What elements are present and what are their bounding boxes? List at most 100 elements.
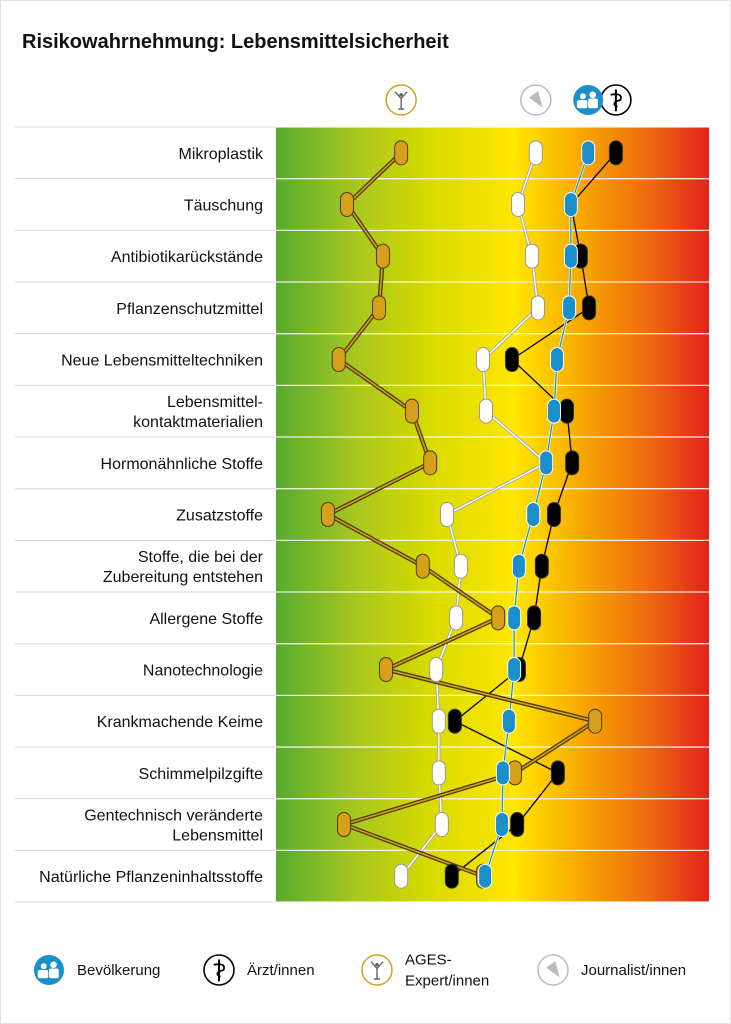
marker-bevoelkerung xyxy=(495,760,510,786)
legend-label: AGES- xyxy=(405,952,452,969)
category-label: Krankmachende Keime xyxy=(97,714,263,731)
category-label: Pflanzenschutzmittel xyxy=(116,301,263,318)
category-label: Neue Lebensmitteltechniken xyxy=(61,353,263,370)
category-label: Lebensmittel- xyxy=(167,394,263,411)
marker-aerzte xyxy=(565,450,580,476)
marker-ages xyxy=(378,657,393,683)
category-label: Mikroplastik xyxy=(179,146,264,163)
marker-aerzte xyxy=(504,347,519,373)
marker-ages xyxy=(423,450,438,476)
marker-bevoelkerung xyxy=(501,708,516,734)
marker-ages xyxy=(336,812,351,838)
people-icon xyxy=(34,955,64,985)
category-label: Natürliche Pflanzeninhaltsstoffe xyxy=(39,869,263,886)
marker-aerzte xyxy=(546,502,561,528)
marker-bevoelkerung xyxy=(562,295,577,321)
icon-body xyxy=(37,970,49,979)
pencil-icon xyxy=(537,954,569,986)
icon-body xyxy=(588,98,598,109)
category-label: Schimmelpilzgifte xyxy=(139,766,264,783)
category-label: Nanotechnologie xyxy=(143,663,263,680)
marker-bevoelkerung xyxy=(539,450,554,476)
marker-aerzte xyxy=(527,605,542,631)
legend-label: Ärzt/innen xyxy=(247,962,315,979)
marker-bevoelkerung xyxy=(563,243,578,269)
marker-ages xyxy=(375,243,390,269)
marker-journalist xyxy=(528,140,543,166)
marker-ages xyxy=(320,502,335,528)
expert-figure-icon xyxy=(361,954,393,986)
category-label: kontaktmaterialien xyxy=(133,414,263,431)
marker-aerzte xyxy=(559,398,574,424)
marker-ages xyxy=(491,605,506,631)
marker-ages xyxy=(404,398,419,424)
marker-journalist xyxy=(453,553,468,579)
category-label: Antibiotikarückstände xyxy=(111,249,263,266)
icon-bg xyxy=(34,955,64,985)
marker-journalist xyxy=(431,760,446,786)
icon-head xyxy=(589,91,596,99)
icon-body xyxy=(576,100,588,109)
marker-ages xyxy=(588,708,603,734)
marker-ages xyxy=(508,760,523,786)
chart-title: Risikowahrnehmung: Lebensmittelsicherhei… xyxy=(22,31,449,53)
marker-ages xyxy=(372,295,387,321)
icon-figure-head xyxy=(399,92,403,97)
marker-journalist xyxy=(530,295,545,321)
marker-bevoelkerung xyxy=(511,553,526,579)
marker-journalist xyxy=(434,812,449,838)
category-label: Hormonähnliche Stoffe xyxy=(101,456,264,473)
marker-journalist xyxy=(479,398,494,424)
marker-aerzte xyxy=(550,760,565,786)
marker-aerzte xyxy=(444,863,459,889)
icon-pencil xyxy=(546,961,560,978)
marker-bevoelkerung xyxy=(507,605,522,631)
expert-figure-icon xyxy=(385,84,417,116)
marker-ages xyxy=(394,140,409,166)
marker-bevoelkerung xyxy=(550,347,565,373)
marker-bevoelkerung xyxy=(507,657,522,683)
marker-journalist xyxy=(429,657,444,683)
marker-journalist xyxy=(394,863,409,889)
marker-aerzte xyxy=(608,140,623,166)
icon-bg xyxy=(573,85,604,115)
marker-journalist xyxy=(440,502,455,528)
icon-figure xyxy=(370,961,384,980)
marker-journalist xyxy=(524,243,539,269)
legend-label: Bevölkerung xyxy=(77,962,160,979)
category-label: Täuschung xyxy=(184,198,263,215)
marker-ages xyxy=(331,347,346,373)
category-label: Gentechnisch veränderte xyxy=(84,808,263,825)
caduceus-icon xyxy=(600,84,632,116)
legend-label: Journalist/innen xyxy=(581,962,686,979)
icon-figure-head xyxy=(375,962,379,967)
category-label: Stoffe, die bei der xyxy=(138,549,264,566)
marker-ages xyxy=(340,192,355,218)
marker-aerzte xyxy=(582,295,597,321)
risk-scale-gradient xyxy=(276,127,709,902)
category-label: Zubereitung entstehen xyxy=(103,569,263,586)
marker-journalist xyxy=(511,192,526,218)
marker-aerzte xyxy=(447,708,462,734)
people-icon xyxy=(573,85,604,115)
icon-head xyxy=(579,93,586,100)
icon-head xyxy=(40,963,47,970)
category-label: Lebensmittel xyxy=(172,828,263,845)
legend-label: Expert/innen xyxy=(405,973,489,990)
marker-bevoelkerung xyxy=(581,140,596,166)
marker-bevoelkerung xyxy=(563,192,578,218)
marker-bevoelkerung xyxy=(526,502,541,528)
icon-snake xyxy=(213,963,225,978)
icon-figure xyxy=(394,91,408,110)
marker-journalist xyxy=(431,708,446,734)
caduceus-icon xyxy=(203,954,235,986)
marker-ages xyxy=(415,553,430,579)
marker-journalist xyxy=(475,347,490,373)
icon-body xyxy=(49,968,59,979)
icon-snake xyxy=(610,93,622,108)
marker-bevoelkerung xyxy=(546,398,561,424)
marker-bevoelkerung xyxy=(495,812,510,838)
marker-aerzte xyxy=(510,812,525,838)
category-label: Zusatzstoffe xyxy=(176,508,263,525)
